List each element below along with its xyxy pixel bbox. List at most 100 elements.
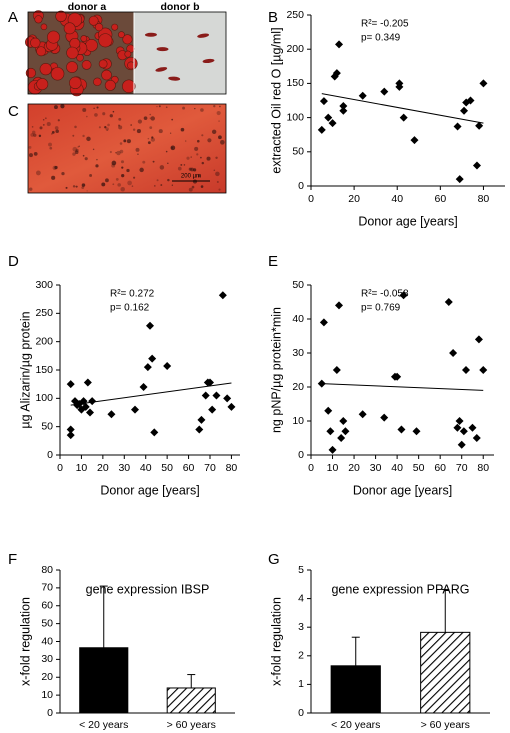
speck [112,110,115,113]
cell [30,37,41,48]
y-tick-label: 10 [292,415,304,427]
speck [149,113,151,116]
x-tick-label: 80 [477,462,489,474]
x-tick-label: 50 [413,462,425,474]
x-tick-label: 80 [226,462,238,474]
point [66,431,75,440]
y-tick-label: 50 [292,279,304,291]
x-tick-label: 10 [76,462,88,474]
speck [30,133,35,137]
speck [121,166,124,169]
point [339,417,348,425]
trendline [321,383,484,391]
speck [95,164,99,168]
speck [109,114,113,118]
annotation: R²= 0.272 [110,289,155,300]
speck [51,131,55,134]
speck [147,137,150,140]
x-tick-label: > 60 years [421,719,470,731]
annotation: p= 0.349 [361,33,401,44]
speck [92,148,95,151]
point [212,391,221,400]
cell [39,63,52,76]
point [319,318,328,327]
point [479,79,488,88]
y-tick-label: 200 [286,43,304,55]
y-tick-label: 30 [292,347,304,359]
point [206,378,214,387]
y-tick-label: 70 [41,582,53,594]
point [453,122,462,131]
cell [197,33,210,38]
speck [74,125,77,129]
speck [201,134,204,137]
speck [218,120,220,122]
point [341,427,350,436]
cell [69,76,82,90]
speck [220,139,225,145]
point [317,125,326,134]
cell [144,32,157,37]
speck [119,149,124,154]
speck [156,179,159,182]
x-tick-label: < 20 years [79,719,128,731]
speck [169,132,172,134]
speck [194,146,199,151]
speck [102,112,106,116]
micrograph-a [25,10,227,97]
cell [81,60,92,70]
speck [137,119,143,124]
speck [218,188,221,191]
panel-letter: B [268,9,278,26]
image-caption: donor a [68,1,107,13]
point [337,434,346,442]
speck [159,165,165,170]
speck [61,172,65,176]
speck [130,124,132,126]
point [131,405,139,414]
micrograph-c [27,103,227,194]
point [449,349,458,357]
speck [51,133,53,135]
point [66,380,75,389]
speck [89,174,93,177]
cell [93,77,102,87]
bar [420,631,471,714]
x-tick-label: 30 [118,462,130,474]
y-tick-label: 300 [35,279,53,291]
point [326,427,335,436]
speck [177,166,182,171]
speck [216,110,221,116]
y-axis-title: x-fold regulation [18,597,32,686]
speck [154,185,156,187]
point [462,366,471,374]
trendline [321,93,484,124]
speck [107,123,110,127]
speck [29,153,33,158]
speck [111,163,116,168]
speck [186,156,190,160]
cell [122,79,136,94]
cell [63,22,76,35]
y-tick-label: 50 [292,146,304,158]
bar [330,665,381,714]
point [139,383,148,391]
speck [215,171,220,177]
point [195,425,204,434]
cell [66,61,78,74]
speck [200,156,202,159]
speck [57,119,60,122]
cell [85,38,98,52]
cell [40,23,48,31]
cell [118,31,125,39]
point [197,415,206,424]
speck [160,184,163,186]
speck [136,129,141,134]
point [466,96,475,105]
speck [72,146,78,152]
speck [200,108,204,112]
point [332,366,341,374]
point [328,119,337,128]
speck [165,106,168,109]
